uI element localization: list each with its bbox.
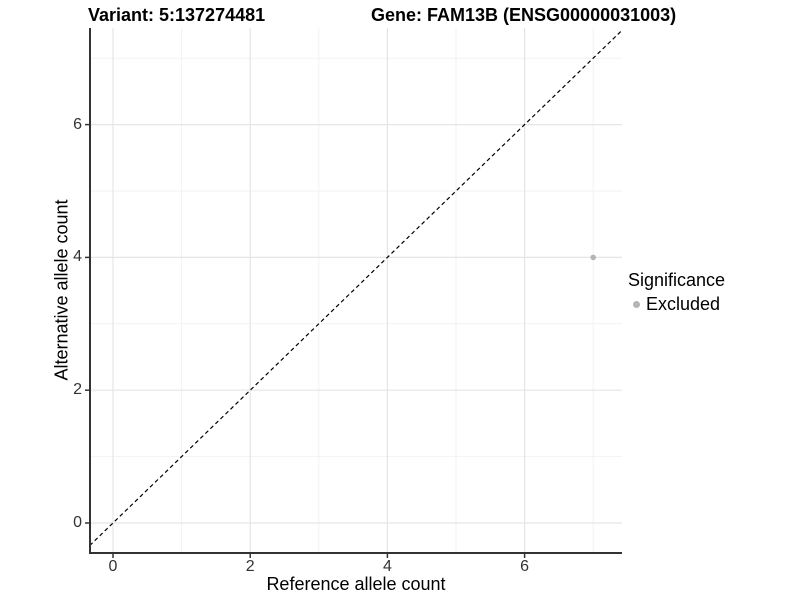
x-tick-label: 6 — [520, 558, 530, 575]
legend: Significance Excluded — [628, 270, 725, 315]
plot-title-variant: Variant: 5:137274481 — [88, 5, 266, 25]
y-tick-label: 2 — [73, 381, 82, 399]
x-tick-label: 0 — [108, 558, 118, 575]
plot-title-gene: Gene: FAM13B (ENSG00000031003) — [371, 5, 677, 25]
legend-title: Significance — [628, 270, 726, 290]
data-point — [590, 254, 596, 261]
legend-point-icon — [633, 301, 640, 308]
y-tick-label: 0 — [73, 514, 82, 531]
y-axis-title: Alternative allele count — [51, 199, 72, 381]
y-tick-label: 6 — [73, 115, 82, 133]
x-axis-title: Reference allele count — [266, 574, 446, 594]
x-tick-label: 4 — [382, 558, 392, 575]
legend-item-excluded: Excluded — [628, 294, 725, 315]
y-tick-label: 4 — [73, 248, 82, 266]
legend-item-label: Excluded — [646, 294, 721, 314]
identity-dashed-line — [89, 29, 623, 547]
x-tick-label: 2 — [245, 558, 255, 575]
